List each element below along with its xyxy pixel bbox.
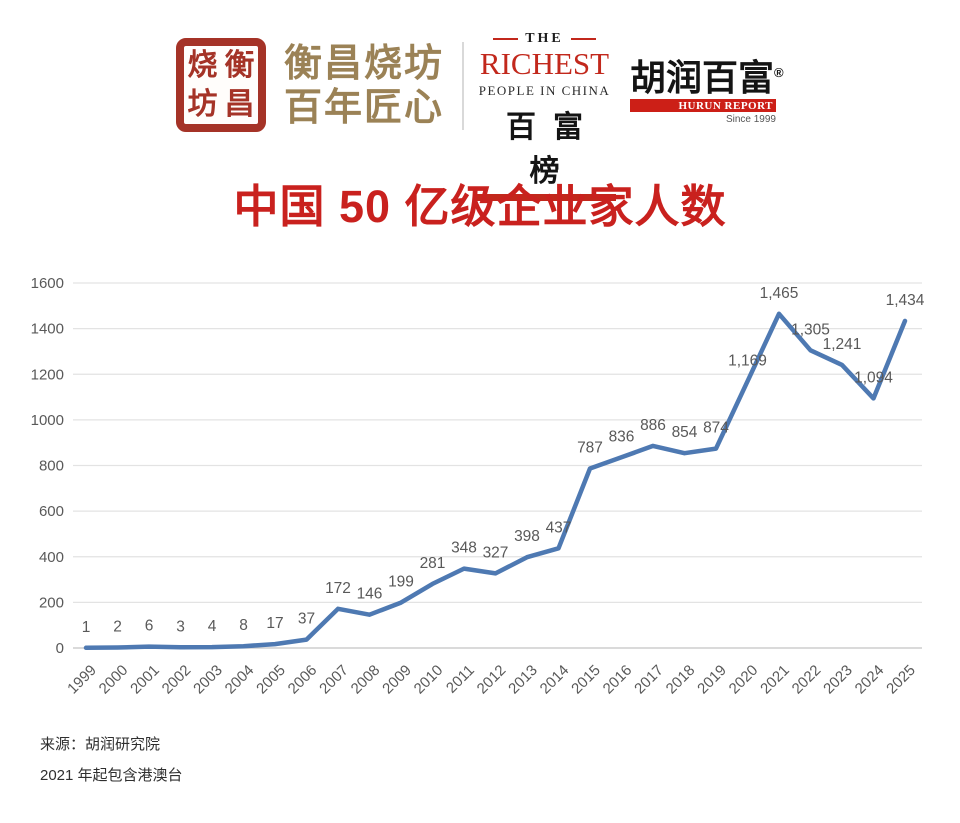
point-label: 787 — [577, 439, 603, 456]
point-label: 1,434 — [886, 292, 925, 309]
point-label: 146 — [357, 586, 383, 603]
point-label: 327 — [483, 544, 509, 561]
x-axis-tick: 2013 — [505, 662, 541, 698]
y-axis-tick: 600 — [39, 503, 64, 520]
x-axis-tick: 2018 — [663, 662, 699, 698]
point-label: 1,094 — [854, 369, 893, 386]
point-label: 2 — [113, 619, 122, 636]
point-label: 4 — [208, 618, 217, 635]
point-label: 17 — [266, 615, 283, 632]
x-axis-tick: 2024 — [852, 662, 888, 698]
x-axis-tick: 2023 — [820, 662, 856, 698]
x-axis-tick: 2022 — [789, 662, 825, 698]
rule-line-icon — [493, 38, 519, 40]
y-axis-tick: 0 — [56, 640, 64, 657]
x-axis-tick: 2010 — [411, 662, 447, 698]
x-axis-tick: 2005 — [253, 662, 289, 698]
y-axis-tick: 1600 — [31, 275, 64, 292]
x-axis-tick: 2016 — [600, 662, 636, 698]
y-axis-tick: 800 — [39, 458, 64, 475]
x-axis-tick: 2015 — [568, 662, 604, 698]
x-axis-tick: 1999 — [64, 662, 100, 698]
point-label: 3 — [176, 618, 185, 635]
richest-label: RICHEST — [479, 46, 610, 81]
hurun-report-logo: 胡润百富® HURUN REPORT Since 1999 — [630, 57, 784, 125]
line-chart: 0 200 400 600 800 1000 1200 1400 1600 1 1999 2 2000 6… — [0, 253, 960, 723]
y-axis-tick: 1200 — [31, 366, 64, 383]
region-note: 2021 年起包含港澳台 — [40, 767, 183, 784]
x-axis-tick: 2007 — [316, 662, 352, 698]
the-row: THE — [473, 31, 616, 47]
point-label: 398 — [514, 528, 540, 545]
seal-char: 衡 — [224, 48, 255, 82]
hengchang-seal-logo: 烧 衡 坊 昌 — [176, 38, 266, 132]
point-label: 886 — [640, 417, 666, 434]
point-label: 1,169 — [728, 352, 767, 369]
seal-char: 烧 — [187, 48, 218, 82]
seal-char: 坊 — [187, 87, 218, 121]
brand-line2: 百年匠心 — [284, 87, 445, 130]
hurun-name-text: 胡润百富 — [630, 57, 775, 98]
point-label: 1,241 — [823, 336, 862, 353]
page-title: 中国 50 亿级企业家人数 — [233, 181, 727, 232]
x-axis-tick: 2025 — [883, 662, 919, 698]
x-axis-tick: 2003 — [190, 662, 226, 698]
registered-mark: ® — [774, 65, 784, 80]
point-label: 348 — [451, 540, 477, 557]
x-axis-tick: 2017 — [631, 662, 667, 698]
data-series-line — [83, 311, 908, 651]
header-divider — [462, 42, 464, 130]
x-axis-tick: 2002 — [159, 662, 195, 698]
brand-line1: 衡昌烧坊 — [284, 43, 445, 85]
x-axis-tick: 2011 — [443, 662, 478, 697]
hurun-red-banner: HURUN REPORT — [630, 99, 776, 112]
since-label: Since 1999 — [725, 114, 776, 125]
point-label: 1 — [82, 619, 91, 636]
red-bar — [473, 193, 616, 201]
richest-people-logo: THE RICHEST PEOPLE IN CHINA 百富榜 — [473, 31, 616, 201]
point-label: 874 — [703, 420, 729, 437]
point-label: 8 — [239, 617, 248, 634]
point-label: 6 — [145, 618, 154, 635]
x-axis-tick: 2008 — [348, 662, 384, 698]
point-label: 172 — [325, 580, 351, 597]
y-axis-tick: 400 — [39, 549, 64, 566]
x-axis-tick: 2021 — [757, 662, 793, 698]
y-axis-tick: 1000 — [31, 412, 64, 429]
point-label: 836 — [609, 428, 635, 445]
people-in-china-label: PEOPLE IN CHINA — [478, 82, 611, 98]
x-axis-tick: 2019 — [694, 662, 730, 698]
x-axis-tick: 2006 — [285, 662, 321, 698]
x-axis-tick: 2009 — [379, 662, 415, 698]
baifubang-label: 百富榜 — [506, 110, 600, 188]
seal-char: 昌 — [224, 87, 255, 121]
point-label: 37 — [298, 611, 315, 628]
hurun-name: 胡润百富® — [630, 57, 784, 98]
x-axis-tick: 2000 — [96, 662, 132, 698]
point-label: 1,465 — [760, 285, 799, 302]
x-axis-tick: 2012 — [474, 662, 510, 698]
point-label: 854 — [672, 424, 698, 441]
x-axis-tick: 2001 — [127, 662, 163, 698]
point-label: 281 — [420, 555, 446, 572]
line-chart-svg: 0 200 400 600 800 1000 1200 1400 1600 1 1999 2 2000 6… — [31, 275, 925, 698]
x-axis-tick: 2020 — [726, 662, 762, 698]
point-label: 437 — [546, 519, 572, 536]
source-note: 来源：胡润研究院 — [40, 736, 161, 753]
hurun-report-label: HURUN REPORT — [678, 99, 773, 112]
x-axis-tick: 2014 — [537, 662, 573, 698]
rule-line-icon — [570, 38, 596, 40]
x-axis-tick: 2004 — [222, 662, 258, 698]
y-axis-tick: 1400 — [31, 321, 64, 338]
point-label: 1,305 — [791, 321, 830, 338]
point-label: 199 — [388, 574, 414, 591]
the-label: THE — [525, 31, 564, 46]
y-axis-tick: 200 — [39, 594, 64, 611]
brand-wordmark: 衡昌烧坊 百年匠心 — [284, 42, 444, 130]
